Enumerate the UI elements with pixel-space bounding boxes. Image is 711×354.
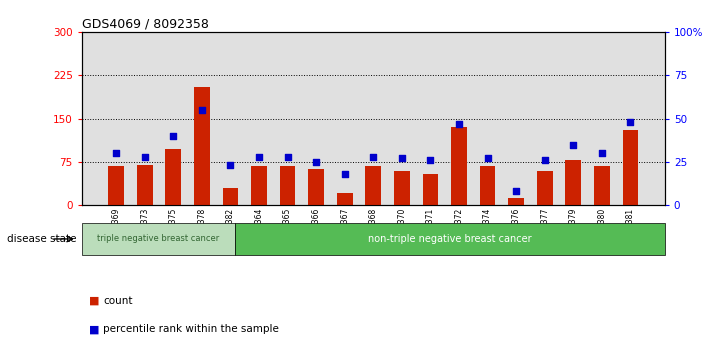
Bar xyxy=(623,130,638,205)
Bar xyxy=(194,87,210,205)
Point xyxy=(110,150,122,156)
Bar xyxy=(82,223,235,255)
Text: count: count xyxy=(103,296,132,306)
Bar xyxy=(108,166,124,205)
Bar xyxy=(337,193,353,205)
Point xyxy=(454,121,465,127)
Bar xyxy=(451,127,467,205)
Bar xyxy=(223,188,238,205)
Point xyxy=(196,107,208,113)
Point xyxy=(139,154,151,160)
Point xyxy=(625,119,636,125)
Bar xyxy=(594,166,610,205)
Point xyxy=(225,162,236,168)
Point xyxy=(368,154,379,160)
Bar xyxy=(537,171,552,205)
Bar xyxy=(508,198,524,205)
Point xyxy=(339,171,351,177)
Point xyxy=(282,154,293,160)
Text: percentile rank within the sample: percentile rank within the sample xyxy=(103,324,279,334)
Point xyxy=(510,189,522,194)
Bar xyxy=(166,149,181,205)
Text: disease state: disease state xyxy=(7,234,77,244)
Point xyxy=(168,133,179,139)
Point xyxy=(539,158,550,163)
Point xyxy=(482,156,493,161)
Text: ■: ■ xyxy=(89,296,100,306)
Bar xyxy=(365,166,381,205)
Bar xyxy=(137,165,153,205)
Text: GDS4069 / 8092358: GDS4069 / 8092358 xyxy=(82,18,208,31)
Bar xyxy=(480,166,496,205)
Text: triple negative breast cancer: triple negative breast cancer xyxy=(97,234,220,244)
Point xyxy=(567,142,579,147)
Point xyxy=(424,158,436,163)
Bar xyxy=(279,166,295,205)
Bar xyxy=(394,171,410,205)
Bar xyxy=(565,160,581,205)
Point xyxy=(253,154,264,160)
Text: non-triple negative breast cancer: non-triple negative breast cancer xyxy=(368,234,532,244)
Point xyxy=(311,159,322,165)
Point xyxy=(396,156,407,161)
Bar xyxy=(235,223,665,255)
Text: ■: ■ xyxy=(89,324,100,334)
Point xyxy=(596,150,607,156)
Bar xyxy=(309,170,324,205)
Bar xyxy=(251,166,267,205)
Bar xyxy=(422,173,438,205)
